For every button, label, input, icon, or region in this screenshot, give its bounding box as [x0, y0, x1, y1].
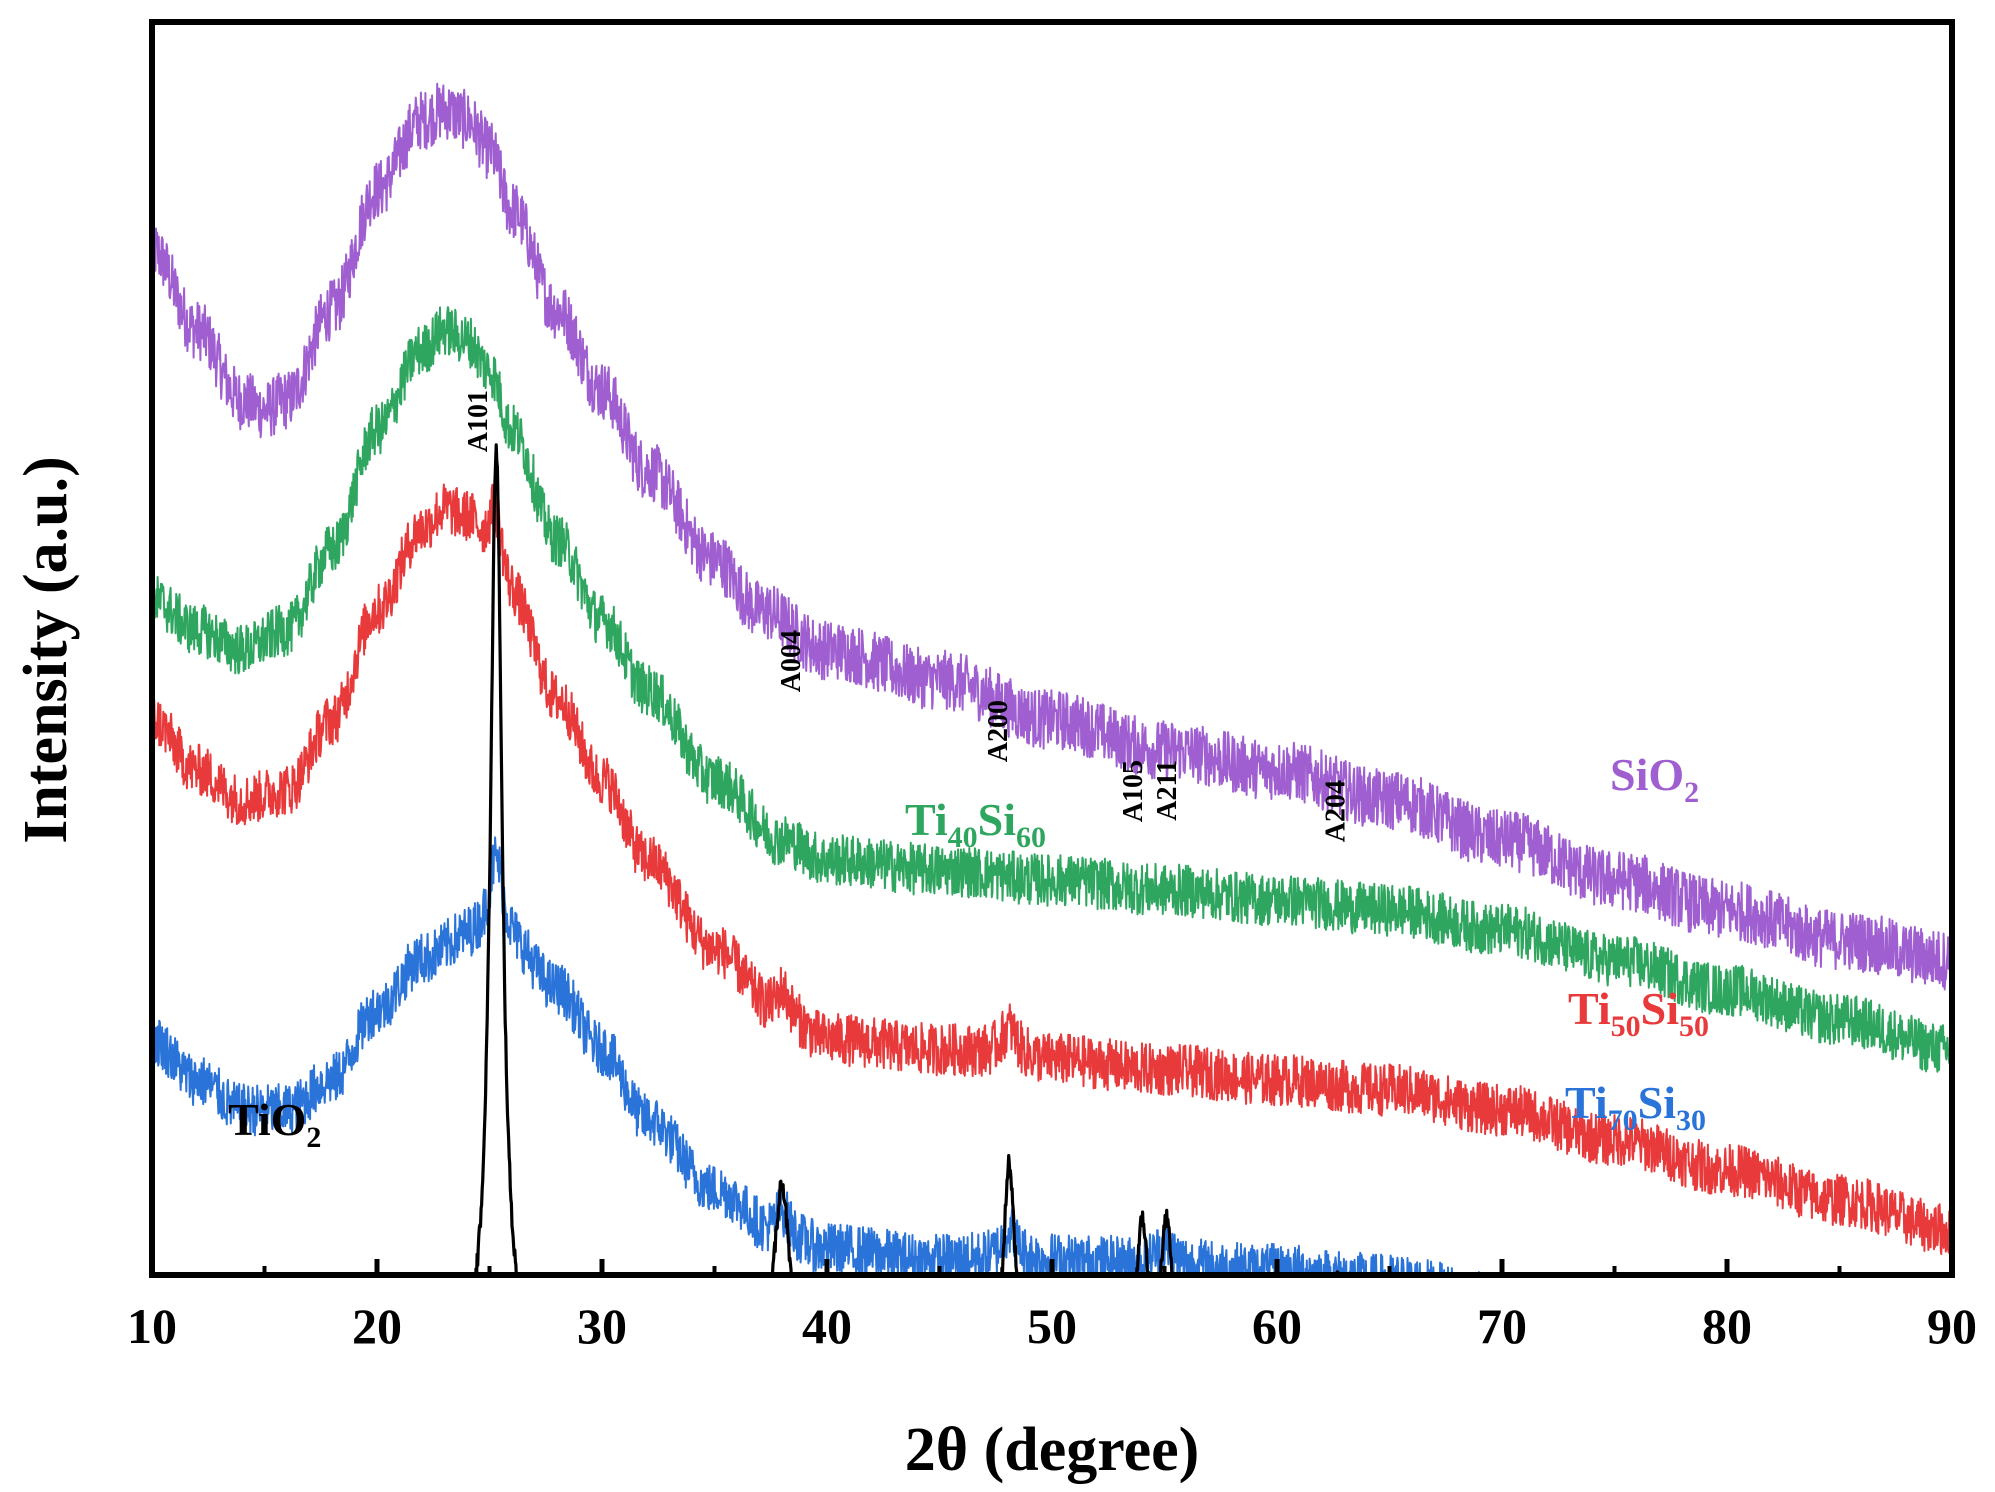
peak-label-a105: A105: [1118, 760, 1149, 822]
x-tick-label: 60: [1252, 1298, 1302, 1354]
x-axis: 10 20 30 40 50 60 70 80 90: [127, 1259, 1977, 1354]
peak-label-a200: A200: [983, 700, 1014, 762]
x-tick-label: 70: [1477, 1298, 1527, 1354]
series-label-sio2: SiO2: [1610, 749, 1699, 809]
series-ti70si30-line: [152, 836, 1501, 1275]
x-tick-label: 20: [352, 1298, 402, 1354]
peak-label-a211: A211: [1152, 760, 1183, 821]
series-labels: SiO2 Ti40Si60 Ti50Si50 Ti70Si30 TiO2: [228, 749, 1709, 1154]
x-tick-label: 40: [802, 1298, 852, 1354]
series-label-ti50si50: Ti50Si50: [1568, 983, 1709, 1043]
peak-labels: A101 A004 A200 A105 A211 A204: [463, 390, 1351, 842]
series-label-ti40si60: Ti40Si60: [905, 794, 1046, 854]
series-ti50si50-line: [152, 483, 1952, 1255]
peak-label-a101: A101: [463, 390, 494, 452]
x-tick-label: 10: [127, 1298, 177, 1354]
series-layer: [152, 82, 1952, 1275]
x-tick-label: 30: [577, 1298, 627, 1354]
x-tick-label: 90: [1927, 1298, 1977, 1354]
series-ti40si60-line: [152, 306, 1952, 1073]
plot-frame: [149, 19, 1955, 1278]
x-axis-title: 2θ (degree): [905, 1416, 1200, 1484]
peak-label-a004: A004: [776, 630, 807, 692]
series-label-tio2: TiO2: [228, 1094, 321, 1154]
x-tick-label: 80: [1702, 1298, 1752, 1354]
peak-label-a204: A204: [1321, 780, 1352, 842]
series-label-ti70si30: Ti70Si30: [1565, 1077, 1706, 1137]
series-sio2-line: [152, 82, 1952, 991]
x-tick-label: 50: [1027, 1298, 1077, 1354]
y-axis-title: Intensity (a.u.): [12, 456, 80, 844]
